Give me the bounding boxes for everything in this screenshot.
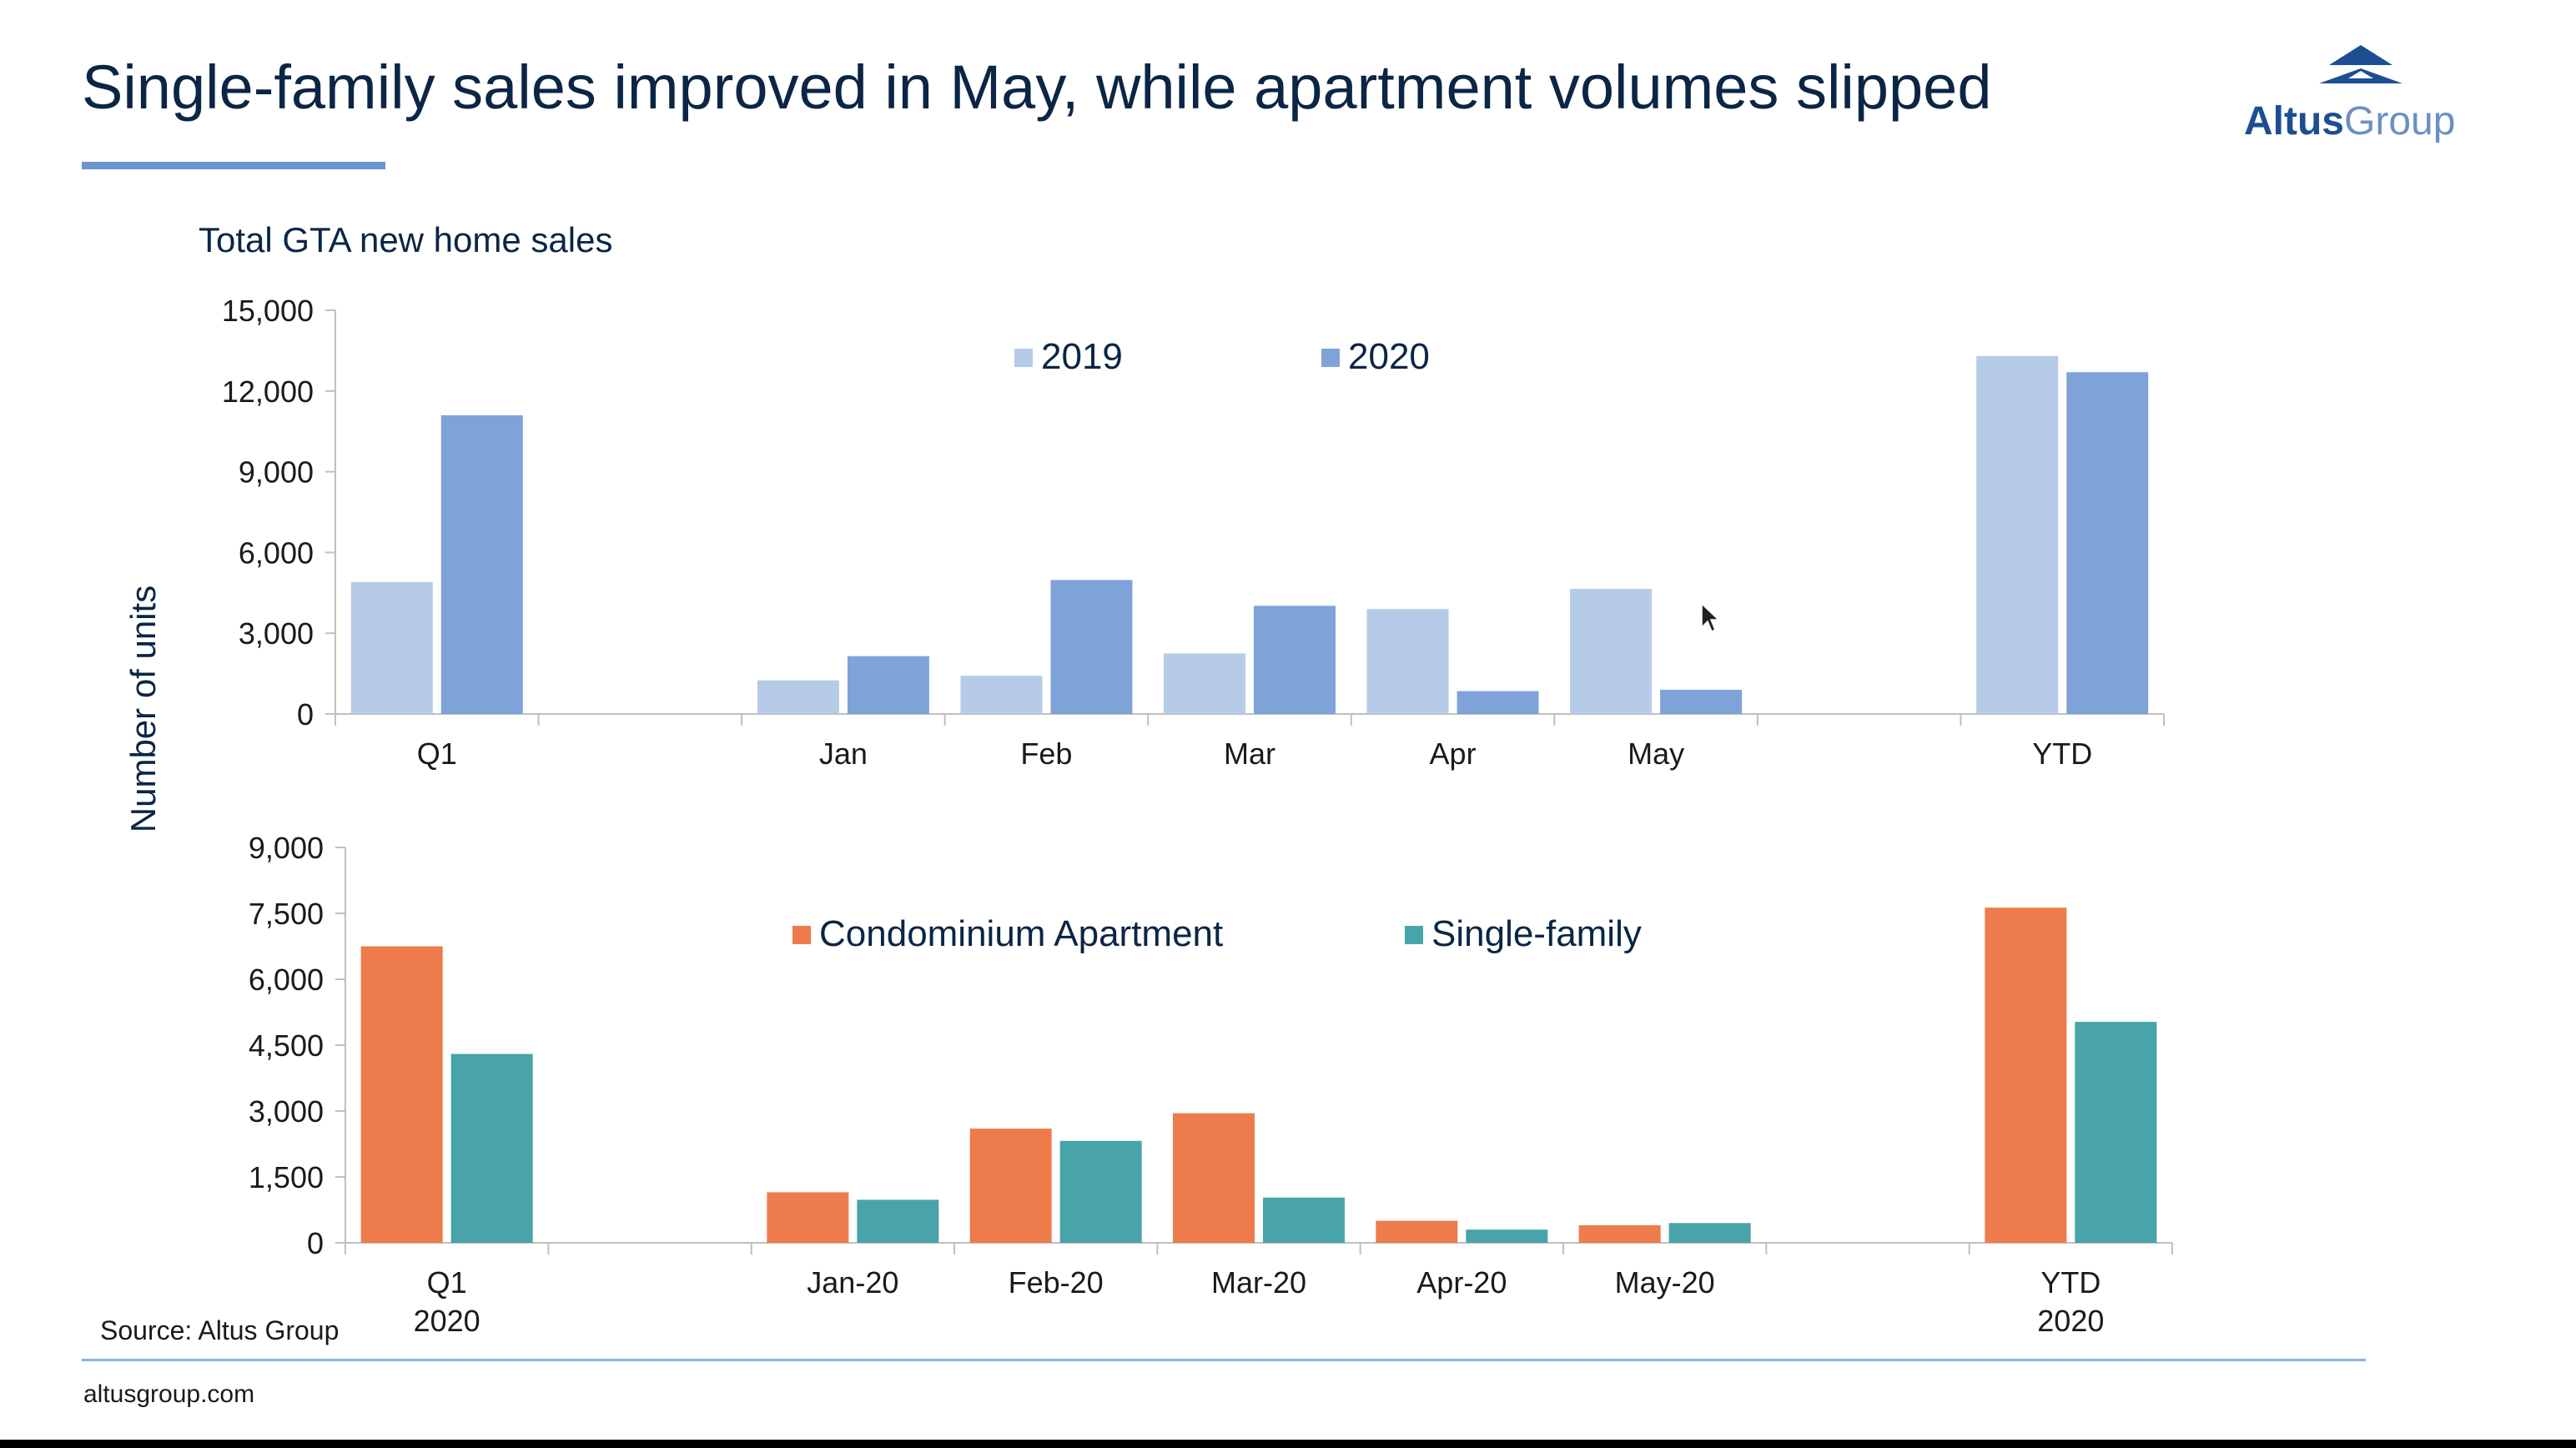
legend-label: Single-family: [1431, 913, 1642, 954]
footer-divider: [82, 1359, 2366, 1361]
legend-label: 2020: [1348, 336, 1430, 377]
bar-single-family-ytd-2020: [2075, 1022, 2157, 1243]
bar-single-family-jan-20: [857, 1199, 939, 1243]
bar-condominium-apartment-apr-20: [1376, 1220, 1458, 1243]
x-tick-label: YTD: [2032, 737, 2092, 771]
bar-2019-ytd: [1976, 355, 2059, 714]
x-tick-label: YTD 2020: [2037, 1265, 2104, 1338]
logo-mark-icon: [2319, 45, 2402, 83]
bar-2020-apr: [1457, 691, 1539, 714]
bar-condominium-apartment-jan-20: [767, 1192, 849, 1243]
x-tick-label: Jan-20: [807, 1265, 898, 1300]
title-underline: [82, 162, 385, 169]
x-tick-label: Apr: [1430, 737, 1477, 771]
legend-label: Condominium Apartment: [819, 913, 1223, 954]
y-tick-label: 7,500: [249, 897, 324, 931]
y-tick-label: 0: [307, 1226, 324, 1260]
bar-single-family-q1-2020: [450, 1053, 533, 1243]
source-note: Source: Altus Group: [100, 1315, 340, 1345]
y-tick-label: 0: [297, 697, 314, 732]
bar-single-family-apr-20: [1466, 1229, 1548, 1243]
y-tick-label: 3,000: [239, 616, 314, 651]
legend-swatch: [792, 926, 811, 944]
bar-2019-mar: [1164, 653, 1245, 714]
bar-2019-apr: [1366, 609, 1449, 714]
x-tick-label: May-20: [1615, 1265, 1715, 1300]
bar-condominium-apartment-may-20: [1578, 1224, 1661, 1243]
y-tick-label: 15,000: [222, 294, 314, 328]
x-tick-label: Q1 2020: [414, 1265, 480, 1338]
y-axis-label: Number of units: [123, 586, 163, 832]
chart-by-type: 0 1,500 3,000 4,500 6,000 7,500 9,000 Q1 2020 Jan…: [249, 831, 2173, 1338]
y-tick-label: 3,000: [249, 1094, 324, 1129]
legend-swatch: [1014, 349, 1033, 367]
logo-text: AltusGroup: [2244, 98, 2455, 144]
bar-condominium-apartment-mar-20: [1173, 1113, 1255, 1243]
legend-label: 2019: [1041, 336, 1123, 377]
bar-2020-q1: [440, 415, 523, 714]
bar-single-family-feb-20: [1059, 1140, 1142, 1243]
bar-condominium-apartment-feb-20: [969, 1129, 1052, 1243]
legend-swatch: [1321, 349, 1340, 367]
altus-group-logo: AltusGroup: [2236, 43, 2486, 152]
y-tick-label: 9,000: [249, 831, 324, 865]
footer-url: altusgroup.com: [83, 1380, 255, 1408]
y-tick-label: 6,000: [239, 535, 314, 570]
bar-single-family-may-20: [1668, 1223, 1751, 1243]
bar-2020-jan: [847, 656, 929, 714]
x-tick-label: Apr-20: [1416, 1265, 1507, 1300]
bar-2020-may: [1660, 689, 1743, 714]
chart-title: Total GTA new home sales: [199, 220, 612, 259]
bar-single-family-mar-20: [1263, 1197, 1345, 1243]
x-tick-label: May: [1628, 737, 1684, 771]
page-title: Single-family sales improved in May, whi…: [82, 53, 1992, 122]
bar-2020-feb: [1050, 580, 1133, 714]
y-tick-label: 4,500: [249, 1028, 324, 1063]
mouse-cursor-icon: [1701, 602, 1720, 633]
x-tick-label: Mar-20: [1211, 1265, 1306, 1300]
bar-2019-feb: [960, 676, 1043, 714]
bar-2019-may: [1570, 588, 1653, 714]
y-tick-label: 9,000: [239, 455, 314, 490]
bar-2020-ytd: [2066, 372, 2149, 714]
x-tick-label: Jan: [819, 737, 868, 771]
y-tick-label: 6,000: [249, 963, 324, 997]
logo-word-group: Group: [2344, 99, 2456, 143]
bar-2019-jan: [757, 680, 839, 714]
legend-swatch: [1405, 926, 1423, 944]
bar-2020-mar: [1254, 606, 1336, 714]
x-tick-label: Mar: [1224, 737, 1275, 771]
chart-total-sales: 0 3,000 6,000 9,000 12,000 15,000 Q1 Jan Feb Mar A…: [222, 294, 2165, 771]
x-tick-label: Feb-20: [1009, 1265, 1104, 1300]
y-tick-label: 12,000: [222, 375, 314, 409]
x-tick-label: Feb: [1020, 737, 1072, 771]
bar-condominium-apartment-ytd-2020: [1985, 908, 2067, 1243]
bar-condominium-apartment-q1-2020: [360, 946, 443, 1243]
bar-2019-q1: [350, 581, 433, 714]
logo-word-altus: Altus: [2244, 99, 2344, 143]
x-tick-label: Q1: [417, 737, 457, 771]
y-tick-label: 1,500: [249, 1160, 324, 1194]
